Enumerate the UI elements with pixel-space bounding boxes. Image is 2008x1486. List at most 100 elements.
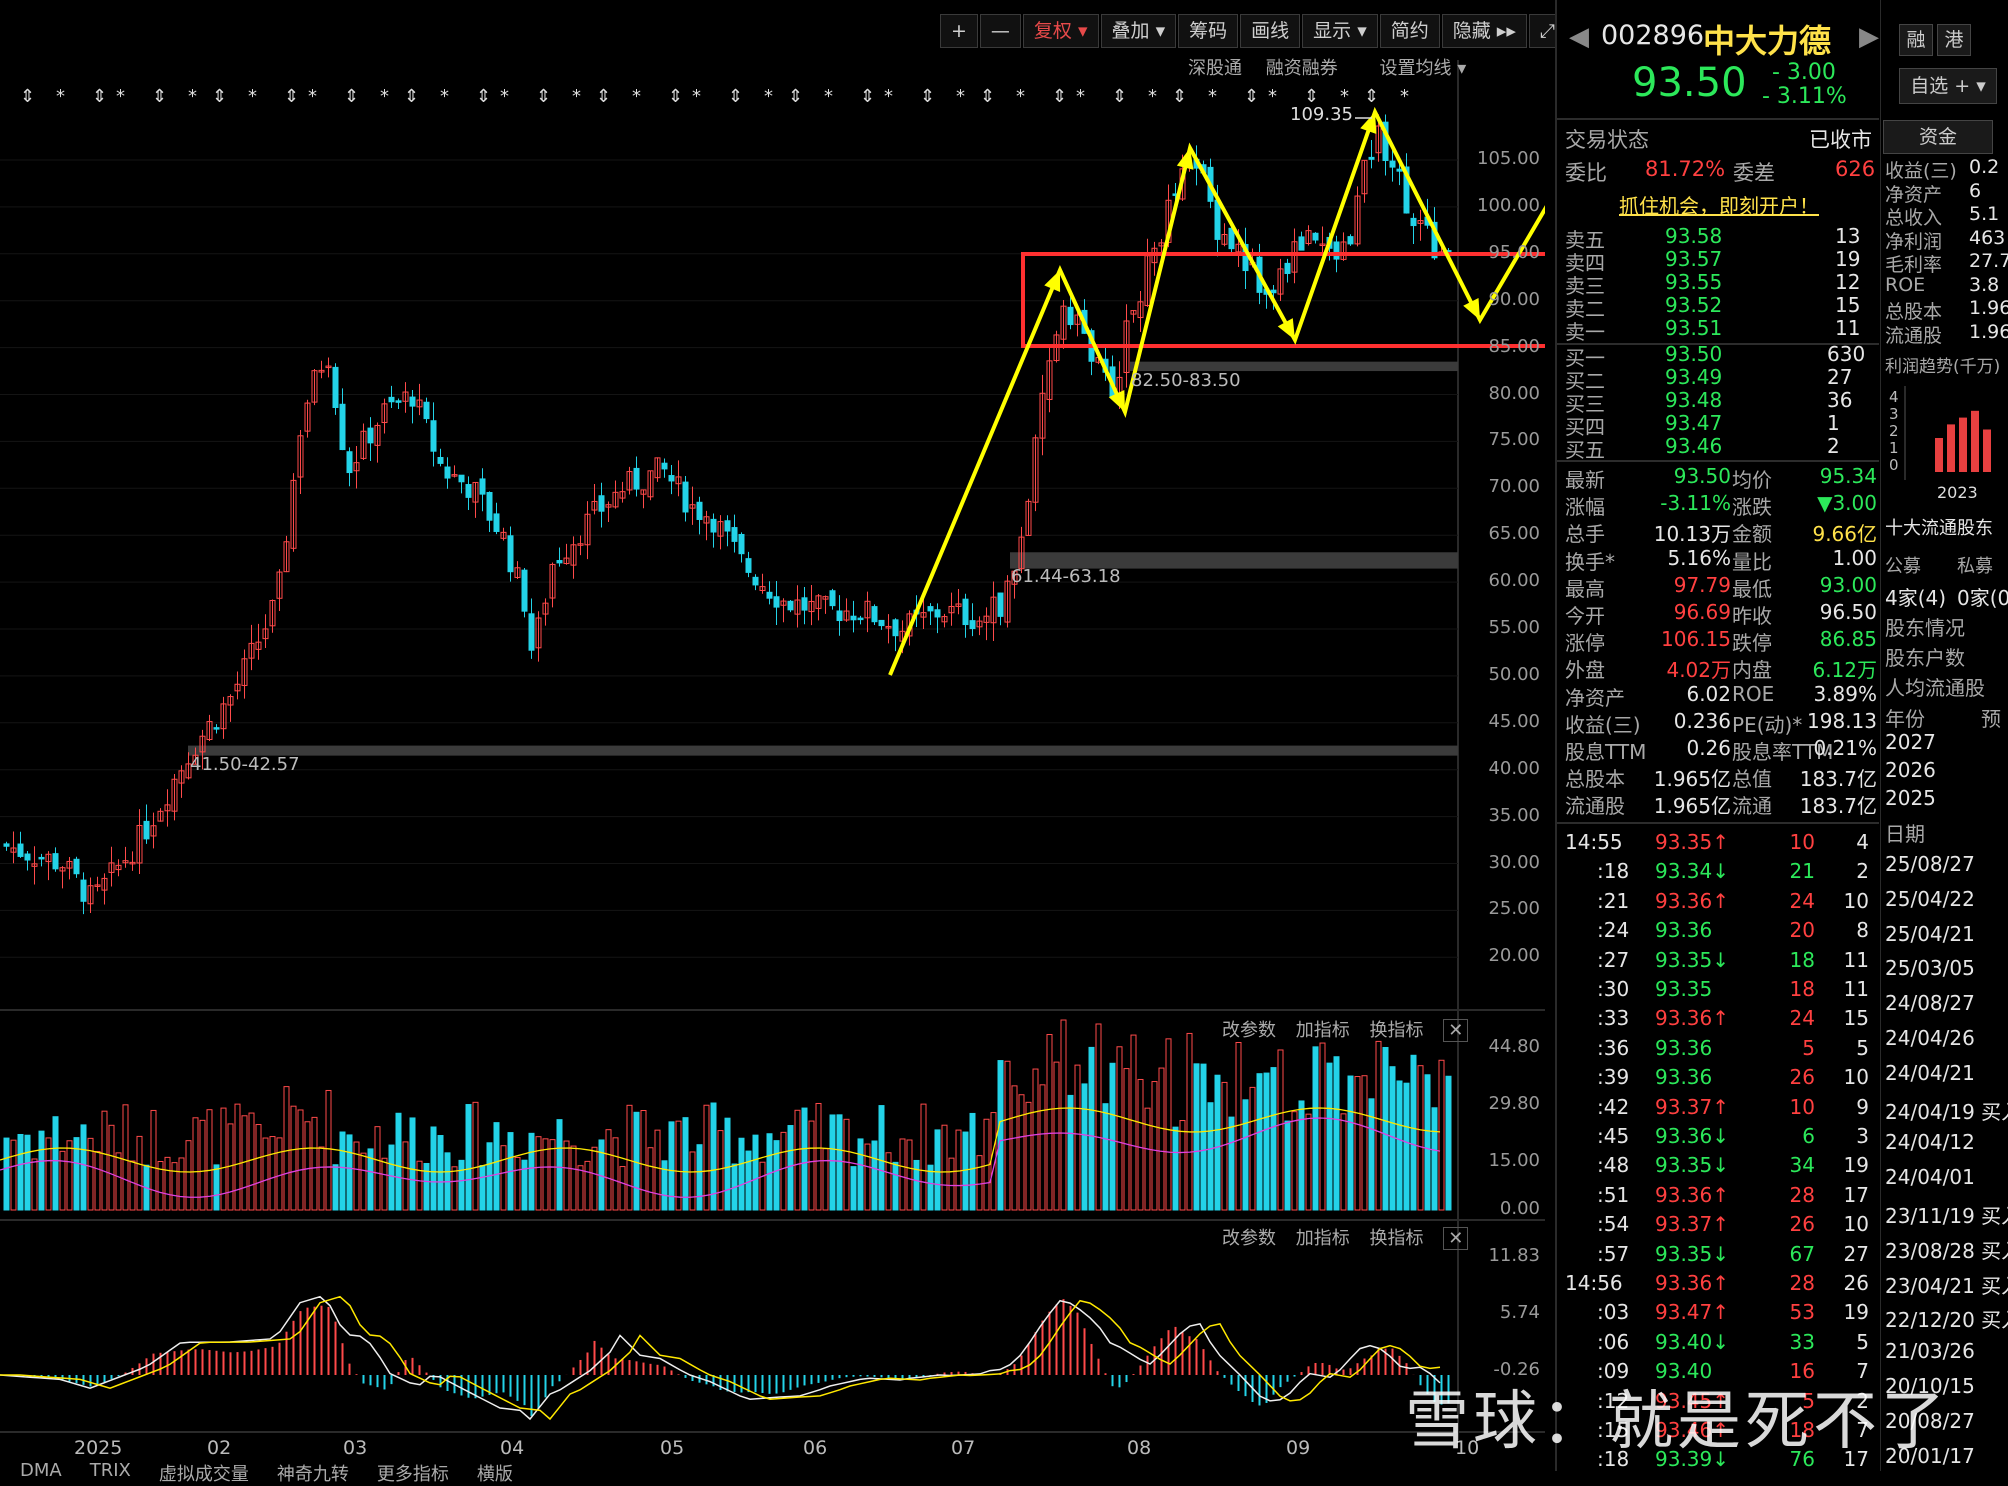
stat-value: 1.965亿 <box>1653 794 1731 819</box>
holder-date[interactable]: 23/04/21 买入 <box>1885 1273 2008 1298</box>
buy-level-price[interactable]: 93.47 <box>1665 411 1723 435</box>
tick-volume: 6 <box>1802 1124 1815 1148</box>
sell-level-label: 卖四 <box>1565 251 1605 275</box>
holder-date[interactable]: 24/04/01 <box>1885 1165 1975 1190</box>
buy-level-price[interactable]: 93.46 <box>1665 434 1723 458</box>
volume-change-param[interactable]: 改参数 <box>1222 1020 1276 1041</box>
volume-bar <box>969 1112 976 1211</box>
volume-bar <box>1116 1046 1123 1211</box>
holder-date[interactable]: 21/03/26 <box>1885 1339 1975 1364</box>
bottom-tab[interactable]: DMA <box>20 1460 62 1481</box>
zoom-in-button[interactable]: + <box>940 14 978 48</box>
holder-date[interactable]: 24/04/26 <box>1885 1026 1975 1050</box>
tick-price: 93.46↑ <box>1655 1418 1730 1442</box>
candle-body <box>1130 310 1137 315</box>
holder-date[interactable]: 24/08/27 <box>1885 991 1975 1016</box>
holder-date[interactable]: 24/04/21 <box>1885 1060 1975 1085</box>
holder-date[interactable]: 23/11/19 买入 <box>1885 1204 2008 1228</box>
candle-body <box>997 592 1004 617</box>
display-dropdown[interactable]: 显示 ▾ <box>1302 14 1378 48</box>
candle-body <box>1018 536 1025 570</box>
macd-close-icon[interactable]: ✕ <box>1443 1227 1469 1250</box>
candle-body <box>220 703 227 730</box>
bottom-tab[interactable]: 更多指标 <box>376 1464 449 1485</box>
margin-trading-link[interactable]: 融资融券 <box>1265 58 1338 79</box>
hide-button[interactable]: 隐藏 ▸▸ <box>1441 14 1527 48</box>
sell-level-price[interactable]: 93.51 <box>1665 316 1723 340</box>
margin-badge[interactable]: 融 <box>1899 24 1933 56</box>
holder-date[interactable]: 20/01/17 <box>1885 1443 1975 1468</box>
prev-stock-icon[interactable]: ◀ <box>1569 22 1589 52</box>
tab-zijin[interactable]: 资金 <box>1883 120 1993 154</box>
kline-chart-canvas[interactable]: ⇕ * ⇕ * ⇕ * ⇕ * ⇕ * ⇕ * ⇕ * ⇕ * ⇕ * ⇕ * ⇕ * ⇕ * ⇕ * ⇕ * ⇕ * ⇕ * ⇕ * ⇕ * ⇕ * ⇕ *… <box>0 0 1545 1471</box>
bottom-tab[interactable]: 横版 <box>476 1464 513 1485</box>
kline-chart-area[interactable]: ⇕ * ⇕ * ⇕ * ⇕ * ⇕ * ⇕ * ⇕ * ⇕ * ⇕ * ⇕ * ⇕ * ⇕ * ⇕ * ⇕ * ⇕ * ⇕ * ⇕ * ⇕ * ⇕ * ⇕ *… <box>0 0 1567 1485</box>
candle-body <box>38 856 45 860</box>
fundamental-label: 净利润 <box>1885 230 1943 253</box>
buy-level-price[interactable]: 93.49 <box>1665 365 1723 389</box>
volume-bar <box>1214 1074 1221 1211</box>
draw-line-button[interactable]: 画线 <box>1240 14 1301 48</box>
bottom-tab[interactable]: 虚拟成交量 <box>158 1464 249 1485</box>
tick-count: 8 <box>1856 918 1869 943</box>
holder-date[interactable]: 24/04/19 买入 <box>1885 1099 2008 1124</box>
macd-add-indicator[interactable]: 加指标 <box>1295 1228 1350 1249</box>
candle-body <box>626 471 633 491</box>
add-watchlist-button[interactable]: 自选 + ▾ <box>1899 68 1997 104</box>
simple-mode-button[interactable]: 简约 <box>1379 14 1440 48</box>
overlay-dropdown[interactable]: 叠加 ▾ <box>1100 14 1177 48</box>
volume-bar <box>1123 1068 1130 1211</box>
next-stock-icon[interactable]: ▶ <box>1859 22 1879 52</box>
sell-level-price[interactable]: 93.55 <box>1665 270 1723 294</box>
volume-bar <box>1165 1038 1172 1211</box>
fundamental-label: ROE <box>1885 273 1926 296</box>
holder-date[interactable]: 25/08/27 <box>1885 852 1975 876</box>
top10-holders[interactable]: 十大流通股东 <box>1885 518 1993 539</box>
fuquan-dropdown[interactable]: 复权 ▾ <box>1022 14 1099 48</box>
holder-date[interactable]: 22/12/20 买入 <box>1885 1308 2008 1333</box>
zone2-label: 61.44-63.18 <box>1011 566 1121 587</box>
volume-bar <box>1284 1120 1291 1211</box>
volume-close-icon[interactable]: ✕ <box>1443 1019 1469 1042</box>
holder-date[interactable]: 25/04/22 <box>1885 886 1975 911</box>
holder-date[interactable]: 20/08/27 <box>1885 1408 1975 1433</box>
volume-bar <box>633 1111 640 1211</box>
volume-add-indicator[interactable]: 加指标 <box>1295 1020 1350 1041</box>
volume-bar <box>829 1114 836 1211</box>
set-ma-link[interactable]: 设置均线 ▾ <box>1379 58 1467 79</box>
volume-bar <box>479 1165 486 1211</box>
candle-body <box>451 474 458 477</box>
sell-level-price[interactable]: 93.52 <box>1665 293 1723 317</box>
buy-level-price[interactable]: 93.50 <box>1665 342 1723 366</box>
stat-label: 总值 <box>1732 767 1772 792</box>
volume-switch-indicator[interactable]: 换指标 <box>1369 1020 1424 1041</box>
bottom-tab[interactable]: 神奇九转 <box>276 1464 349 1485</box>
sgt-link[interactable]: 深股通 <box>1188 58 1242 79</box>
candle-body <box>1312 232 1319 241</box>
zoom-out-button[interactable]: — <box>979 14 1021 48</box>
bottom-tab[interactable]: TRIX <box>89 1460 131 1481</box>
holder-date[interactable]: 24/04/12 <box>1885 1130 1975 1155</box>
holder-date[interactable]: 23/08/28 买入 <box>1885 1238 2008 1263</box>
holder-date[interactable]: 25/03/05 <box>1885 956 1975 981</box>
volume-bar <box>934 1129 941 1211</box>
buy-level-label: 买二 <box>1565 369 1605 393</box>
volume-bar <box>1431 1107 1438 1211</box>
open-account-link[interactable]: 抓住机会，即刻开户！ <box>1619 194 1819 218</box>
chip-distribution-button[interactable]: 筹码 <box>1178 14 1239 48</box>
candle-body <box>654 457 661 479</box>
macd-change-param[interactable]: 改参数 <box>1222 1228 1276 1249</box>
sell-level-price[interactable]: 93.57 <box>1665 247 1723 271</box>
holder-info[interactable]: 股东情况 <box>1885 616 1965 640</box>
hk-badge[interactable]: 港 <box>1937 24 1971 56</box>
sell-level-price[interactable]: 93.58 <box>1665 224 1723 248</box>
holder-date[interactable]: 25/04/21 <box>1885 921 1975 946</box>
volume-bar <box>297 1109 304 1211</box>
holder-date[interactable]: 20/10/15 <box>1885 1374 1975 1398</box>
event-marker: * <box>1340 86 1349 107</box>
tick-volume: 5 <box>1802 1035 1815 1060</box>
month-label: 08 <box>1127 1437 1152 1459</box>
macd-switch-indicator[interactable]: 换指标 <box>1369 1228 1424 1249</box>
buy-level-price[interactable]: 93.48 <box>1665 388 1723 412</box>
volume-bar <box>276 1137 283 1211</box>
